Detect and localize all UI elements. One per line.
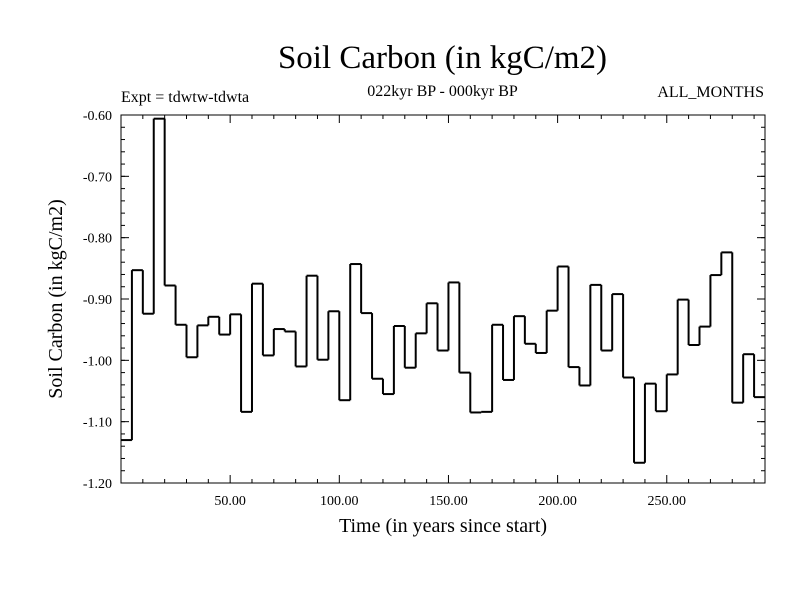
chart-subtitle: 022kyr BP - 000kyr BP: [367, 83, 518, 100]
x-tick-label: 150.00: [429, 494, 468, 509]
y-tick-label: -0.80: [83, 232, 112, 247]
y-tick-label: -0.90: [83, 293, 112, 308]
experiment-label: Expt = tdwtw-tdwta: [121, 89, 250, 106]
y-tick-label: -0.70: [83, 170, 112, 185]
y-tick-label: -1.20: [83, 477, 112, 492]
months-label: ALL_MONTHS: [657, 84, 764, 101]
y-tick-label: -0.60: [83, 109, 112, 124]
plot-frame: [120, 114, 766, 484]
x-tick-label: 200.00: [538, 494, 577, 509]
x-tick-label: 50.00: [214, 494, 246, 509]
chart-title: Soil Carbon (in kgC/m2): [277, 40, 608, 76]
axis-ticks: [121, 114, 765, 484]
y-axis-label: Soil Carbon (in kgC/m2): [45, 199, 67, 398]
y-tick-label: -1.00: [83, 354, 112, 369]
x-tick-label: 250.00: [648, 494, 687, 509]
axis-tick-labels: -0.60 -0.70 -0.80 -0.90 -1.00 -1.10 -1.20 50.00…: [83, 109, 686, 509]
x-tick-label: 100.00: [320, 494, 359, 509]
y-tick-label: -1.10: [83, 416, 112, 431]
x-axis-label: Time (in years since start): [339, 515, 547, 537]
series-group: [121, 117, 765, 464]
